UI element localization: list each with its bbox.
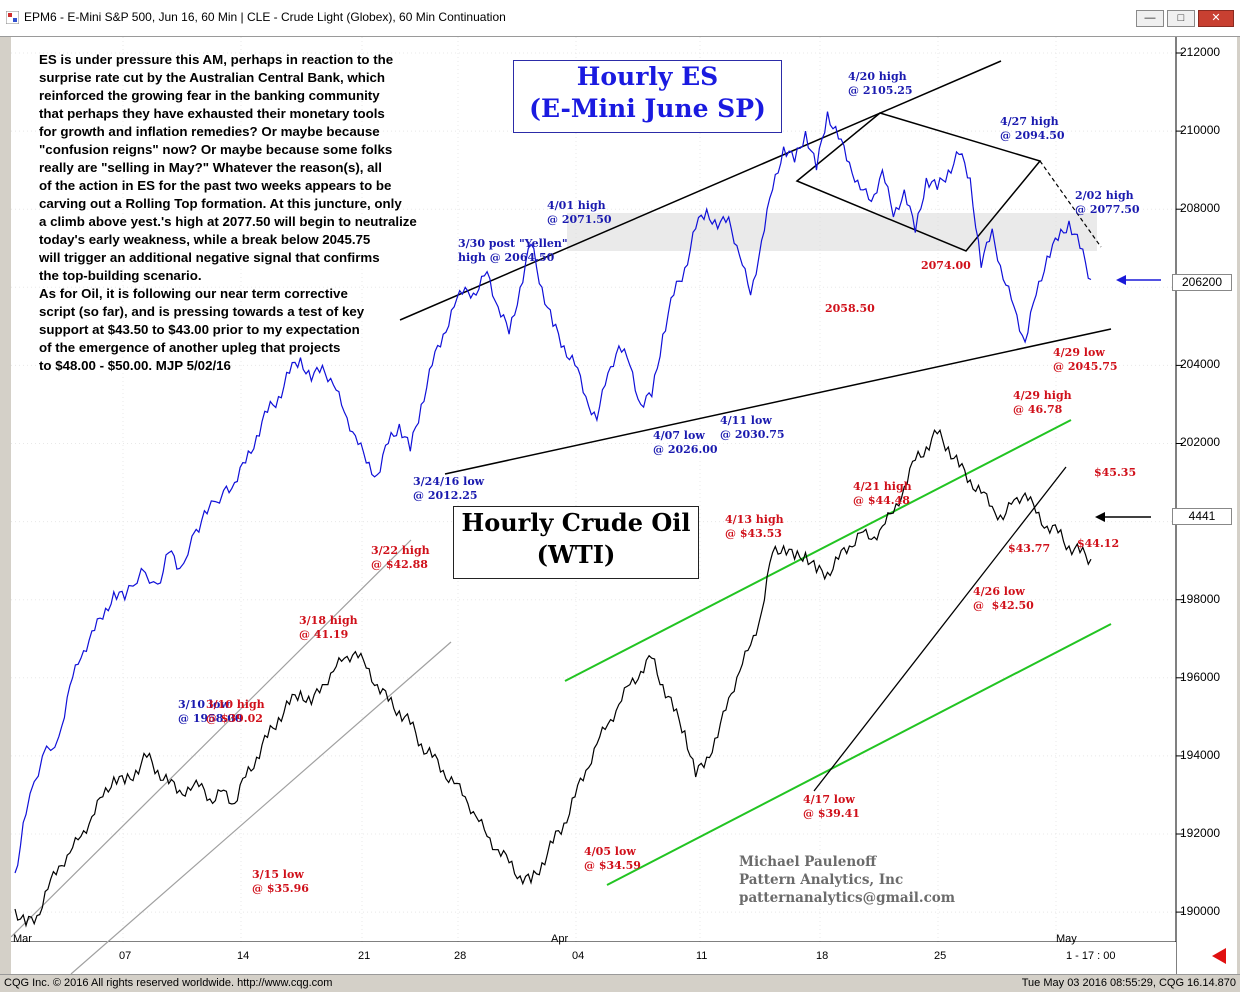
x-tick-label: 04 — [572, 950, 585, 962]
x-tick-label: 11 — [696, 950, 708, 962]
es-title-box: Hourly ES (E-Mini June SP) — [513, 60, 782, 133]
oil-annotation-0426-low: 4/26 low @ $42.50 — [973, 585, 1034, 612]
es-annotation-0420-high: 4/20 high @ 2105.25 — [848, 70, 913, 97]
y-tick-label: 210000 — [1180, 123, 1221, 137]
es-annotation-0401-high: 4/01 high @ 2071.50 — [547, 199, 612, 226]
x-axis-band — [11, 942, 1176, 974]
es-title-line1: Hourly ES — [576, 62, 719, 91]
oil-lower-channel — [606, 623, 1112, 886]
close-button[interactable]: ✕ — [1198, 10, 1234, 27]
y-tick-label: 192000 — [1180, 826, 1221, 840]
maximize-button[interactable]: □ — [1167, 10, 1195, 27]
window-titlebar: EPM6 - E-Mini S&P 500, Jun 16, 60 Min | … — [0, 0, 1240, 37]
oil-side-channel-upper — [11, 539, 412, 938]
author-credit: Michael Paulenoff Pattern Analytics, Inc… — [739, 854, 956, 906]
oil-annotation-4377: $43.77 — [1008, 542, 1051, 555]
es-resistance-zone — [567, 213, 1097, 251]
es-annotation-0411-low: 4/11 low @ 2030.75 — [720, 414, 785, 441]
chart-area[interactable] — [11, 37, 1237, 974]
chart-canvas[interactable] — [11, 37, 1237, 974]
x-tick-label: 28 — [454, 950, 467, 962]
oil-title-box: Hourly Crude Oil (WTI) — [453, 506, 699, 579]
oil-upper-channel — [564, 419, 1072, 682]
es-annotation-0202-high: 2/02 high @ 2077.50 — [1075, 189, 1140, 216]
es-dashed-trendline — [1039, 160, 1102, 248]
y-tick-label: 190000 — [1180, 904, 1221, 918]
trend-overlays — [11, 60, 1161, 974]
es-annotation-0429-low: 4/29 low @ 2045.75 — [1053, 346, 1118, 373]
es-lower-trendline — [444, 328, 1112, 475]
cqg-app-icon — [6, 11, 19, 24]
es-annotation-0310-low: 3/10 low @ 1958.00 — [178, 698, 243, 725]
analyst-commentary: ES is under pressure this AM, perhaps in… — [39, 52, 417, 373]
oil-annotation-4535: $45.35 — [1094, 466, 1137, 479]
es-annotation-2074: 2074.00 — [921, 259, 971, 272]
oil-series-line — [14, 428, 1092, 928]
y-tick-label: 204000 — [1180, 357, 1221, 371]
es-last-price-box: 206200 — [1172, 274, 1232, 291]
price-series — [14, 111, 1092, 928]
oil-title-line2: (WTI) — [536, 540, 616, 569]
y-tick-label: 196000 — [1180, 670, 1221, 684]
y-tick-label: 208000 — [1180, 201, 1221, 215]
x-tick-label: 18 — [816, 950, 829, 962]
y-tick-label: 212000 — [1180, 45, 1221, 59]
oil-title-line1: Hourly Crude Oil — [461, 508, 691, 537]
oil-annotation-0315-low: 3/15 low @ $35.96 — [252, 868, 309, 895]
minimize-button[interactable]: — — [1136, 10, 1164, 27]
es-annotation-0324-low: 3/24/16 low @ 2012.25 — [413, 475, 485, 502]
y-tick-label: 202000 — [1180, 435, 1221, 449]
oil-annotation-0405-low: 4/05 low @ $34.59 — [584, 845, 641, 872]
y-tick-label: 198000 — [1180, 592, 1221, 606]
oil-annotation-0413-high: 4/13 high @ $43.53 — [725, 513, 784, 540]
x-tick-label: May — [1056, 933, 1077, 945]
y-tick-label: 194000 — [1180, 748, 1221, 762]
oil-annotation-0310-high: 3/10 high @ $39.02 — [206, 698, 265, 725]
es-upper-trendline — [399, 60, 1002, 321]
es-annotation-0407-low: 4/07 low @ 2026.00 — [653, 429, 718, 456]
oil-annotation-4412: $44.12 — [1077, 537, 1120, 550]
x-tick-label: 25 — [934, 950, 947, 962]
status-bar: CQG Inc. © 2016 All rights reserved worl… — [0, 974, 1240, 992]
es-annotation-0427-high: 4/27 high @ 2094.50 — [1000, 115, 1065, 142]
x-tick-label: 07 — [119, 950, 132, 962]
oil-last-price-arrow-icon — [1095, 512, 1105, 522]
es-title-line2: (E-Mini June SP) — [529, 94, 766, 123]
oil-last-price-box: 4441 — [1172, 508, 1232, 525]
oil-rising-trendline — [813, 466, 1067, 792]
oil-annotation-0318-high: 3/18 high @ 41.19 — [299, 614, 358, 641]
status-copyright: CQG Inc. © 2016 All rights reserved worl… — [4, 977, 333, 989]
es-annotation-2058: 2058.50 — [825, 302, 875, 315]
x-tick-label: Mar — [13, 933, 32, 945]
oil-annotation-0417-low: 4/17 low @ $39.41 — [803, 793, 860, 820]
oil-annotation-0322-high: 3/22 high @ $42.88 — [371, 544, 430, 571]
status-timestamp: Tue May 03 2016 08:55:29, CQG 16.14.870 — [1021, 977, 1236, 989]
x-tick-label: 21 — [358, 950, 371, 962]
es-last-price-arrow-icon — [1116, 275, 1126, 285]
x-tick-label: 1 - 17 : 00 — [1066, 950, 1116, 962]
x-tick-label: 14 — [237, 950, 250, 962]
es-annotation-0330-high: 3/30 post "Yellen" high @ 2064.50 — [458, 237, 568, 264]
oil-side-channel-lower — [70, 641, 452, 974]
x-tick-label: Apr — [551, 933, 569, 945]
oil-annotation-0429-high: 4/29 high @ 46.78 — [1013, 389, 1072, 416]
scroll-left-arrow-icon[interactable] — [1212, 948, 1226, 964]
window-title: EPM6 - E-Mini S&P 500, Jun 16, 60 Min | … — [24, 10, 506, 24]
es-series-line — [14, 111, 1092, 874]
oil-annotation-0421-high: 4/21 high @ $44.48 — [853, 480, 912, 507]
